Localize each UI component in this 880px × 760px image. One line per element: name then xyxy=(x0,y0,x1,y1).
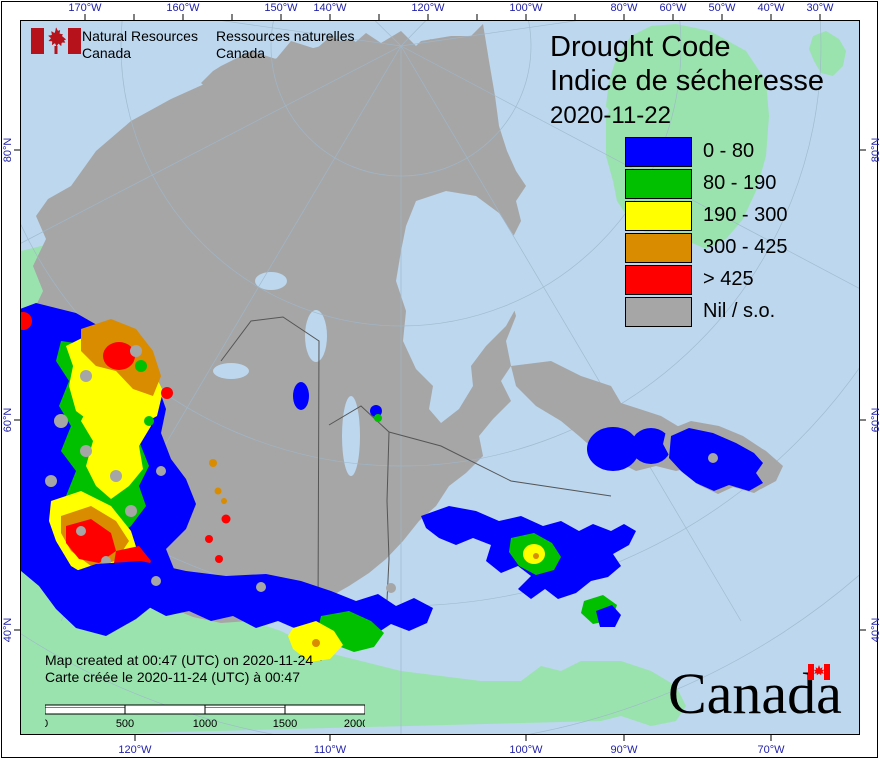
svg-text:170°W: 170°W xyxy=(68,2,102,14)
svg-text:100°W: 100°W xyxy=(509,744,543,756)
svg-text:1500: 1500 xyxy=(273,718,297,730)
svg-text:80°N: 80°N xyxy=(2,138,14,163)
svg-text:1000: 1000 xyxy=(193,718,217,730)
svg-text:60°W: 60°W xyxy=(659,2,687,14)
svg-text:0: 0 xyxy=(45,718,48,730)
svg-text:160°W: 160°W xyxy=(166,2,200,14)
svg-text:90°W: 90°W xyxy=(610,744,638,756)
svg-text:100°W: 100°W xyxy=(509,2,543,14)
svg-text:140°W: 140°W xyxy=(313,2,347,14)
svg-text:30°W: 30°W xyxy=(806,2,834,14)
svg-text:120°W: 120°W xyxy=(118,744,152,756)
svg-text:50°W: 50°W xyxy=(708,2,736,14)
svg-text:70°W: 70°W xyxy=(757,744,785,756)
svg-text:120°W: 120°W xyxy=(411,2,445,14)
svg-text:110°W: 110°W xyxy=(314,744,347,756)
svg-text:500: 500 xyxy=(116,718,134,730)
svg-text:60°N: 60°N xyxy=(870,408,880,433)
svg-text:80°N: 80°N xyxy=(870,138,880,163)
svg-text:80°W: 80°W xyxy=(610,2,638,14)
svg-text:60°N: 60°N xyxy=(2,408,14,433)
svg-text:40°W: 40°W xyxy=(757,2,785,14)
svg-text:40°N: 40°N xyxy=(2,618,14,643)
svg-text:40°N: 40°N xyxy=(870,618,880,643)
svg-text:150°W: 150°W xyxy=(264,2,298,14)
svg-text:2000 km: 2000 km xyxy=(344,718,365,730)
